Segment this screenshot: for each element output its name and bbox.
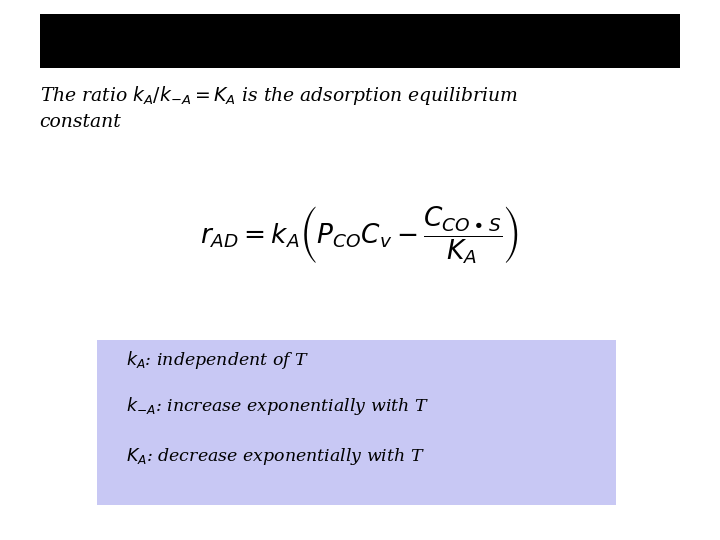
Text: $r_{AD} = k_A\left( P_{CO}C_v - \dfrac{C_{CO\bullet S}}{K_A} \right)$: $r_{AD} = k_A\left( P_{CO}C_v - \dfrac{C… — [200, 204, 520, 266]
Text: $K_A$: decrease exponentially with T: $K_A$: decrease exponentially with T — [126, 446, 425, 467]
Text: constant: constant — [40, 113, 122, 131]
Bar — [97, 340, 616, 505]
Text: The ratio $k_A/k_{-A} = K_A$ is the adsorption equilibrium: The ratio $k_A/k_{-A} = K_A$ is the adso… — [40, 84, 518, 107]
Bar — [40, 14, 680, 68]
Text: $k_{-A}$: increase exponentially with T: $k_{-A}$: increase exponentially with T — [126, 395, 429, 417]
Text: $k_A$: independent of T: $k_A$: independent of T — [126, 349, 309, 371]
